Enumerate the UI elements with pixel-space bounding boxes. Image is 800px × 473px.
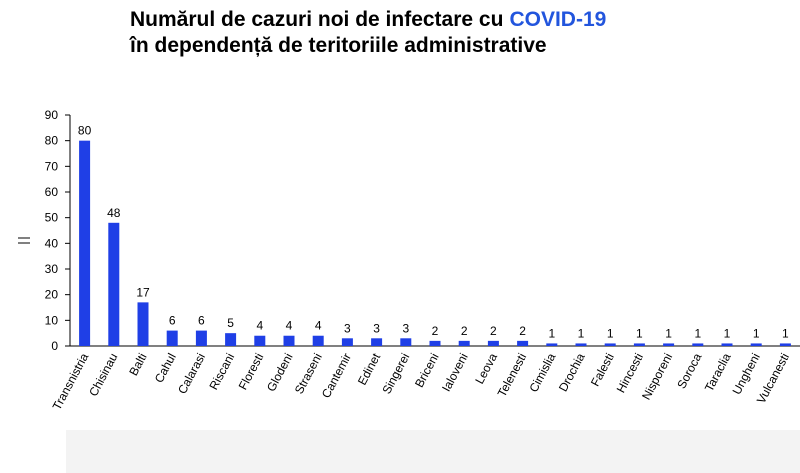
chart-subtitle: în dependență de teritoriile administrat… [129, 34, 547, 57]
value-label: 5 [227, 316, 234, 330]
bar [400, 338, 412, 346]
value-label: 3 [373, 321, 380, 335]
value-label: 1 [578, 326, 585, 340]
bar [663, 343, 675, 346]
bar [137, 302, 149, 346]
bar [692, 343, 704, 346]
value-label: 80 [78, 124, 92, 138]
bar [195, 330, 207, 346]
y-tick-label: 20 [45, 288, 59, 302]
value-label: 2 [519, 324, 526, 338]
value-label: 1 [694, 326, 701, 340]
bar [108, 222, 120, 346]
y-tick-label: 10 [45, 313, 59, 327]
chart-title: Numărul de cazuri noi de infectare cu COV… [130, 8, 606, 31]
y-tick-label: 50 [45, 211, 59, 225]
bar [458, 340, 470, 346]
corner-box [0, 430, 66, 473]
y-tick-label: 0 [51, 339, 58, 353]
y-tick-label: 70 [45, 159, 59, 173]
bar [225, 333, 237, 346]
bar [633, 343, 645, 346]
value-label: 4 [286, 319, 293, 333]
value-label: 6 [198, 314, 205, 328]
bar [283, 335, 295, 346]
plot-background [0, 0, 800, 430]
value-label: 6 [169, 314, 176, 328]
bar [750, 343, 762, 346]
value-label: 2 [461, 324, 468, 338]
value-label: 1 [753, 326, 760, 340]
bar [254, 335, 266, 346]
value-label: 17 [136, 285, 150, 299]
value-label: 1 [548, 326, 555, 340]
value-label: 4 [315, 319, 322, 333]
title-part: Numărul de cazuri noi de infectare cu [130, 8, 503, 31]
bar [429, 340, 441, 346]
bar [79, 140, 91, 346]
bar [575, 343, 587, 346]
value-label: 1 [782, 326, 789, 340]
title-highlight: COVID-19 [509, 8, 606, 31]
y-tick-label: 40 [45, 236, 59, 250]
value-label: 2 [432, 324, 439, 338]
bar [166, 330, 178, 346]
bar [371, 338, 383, 346]
value-label: 1 [724, 326, 731, 340]
bar [546, 343, 558, 346]
y-tick-label: 60 [45, 185, 59, 199]
y-tick-label: 30 [45, 262, 59, 276]
value-label: 1 [665, 326, 672, 340]
value-label: 2 [490, 324, 497, 338]
value-label: 1 [636, 326, 643, 340]
value-label: 48 [107, 206, 121, 220]
bar [341, 338, 353, 346]
bar [312, 335, 324, 346]
value-label: 3 [402, 321, 409, 335]
value-label: 3 [344, 321, 351, 335]
y-tick-label: 80 [45, 134, 59, 148]
value-label: 1 [607, 326, 614, 340]
y-tick-label: 90 [45, 108, 59, 122]
bar [604, 343, 616, 346]
bar [721, 343, 733, 346]
bar [517, 340, 529, 346]
value-label: 4 [256, 319, 263, 333]
bar [779, 343, 791, 346]
bar [487, 340, 499, 346]
